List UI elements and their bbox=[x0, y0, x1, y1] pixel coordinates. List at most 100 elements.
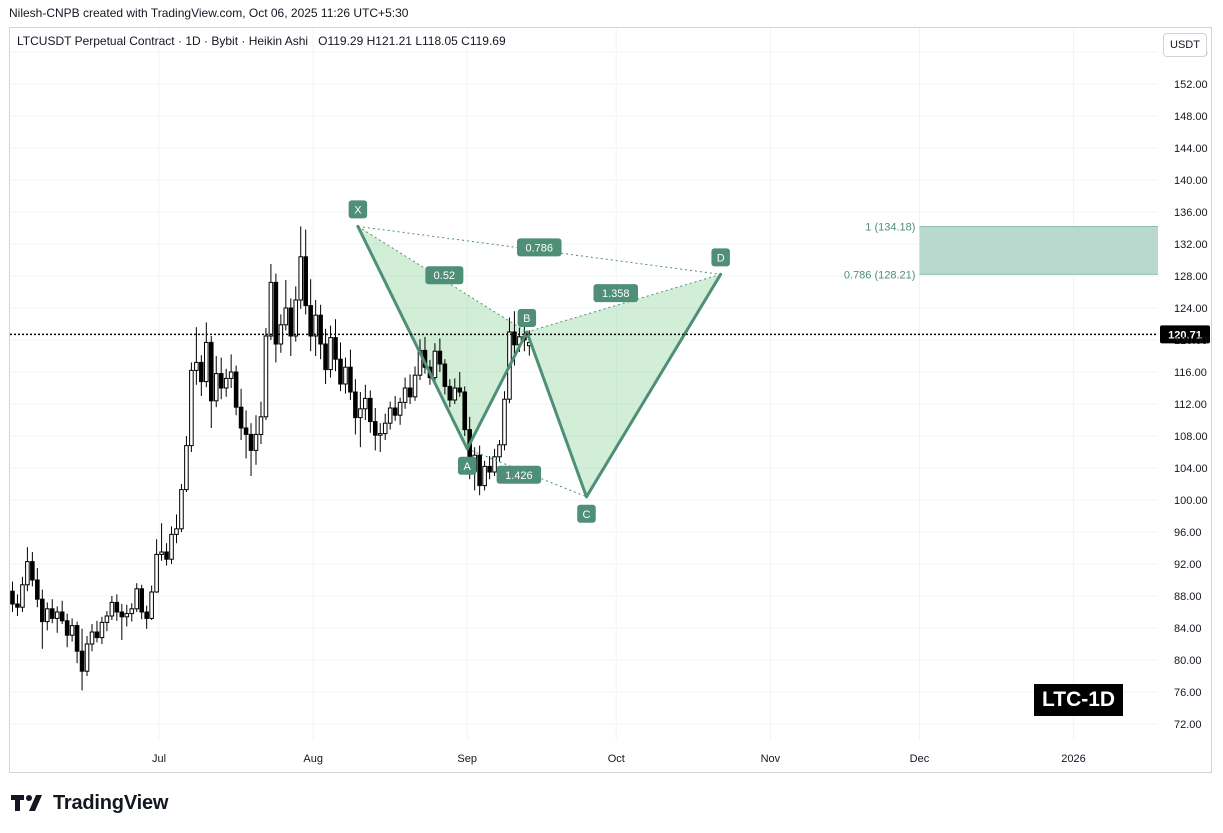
candle bbox=[94, 620, 100, 643]
currency-button[interactable]: USDT bbox=[1163, 33, 1207, 57]
candle-body-up bbox=[502, 398, 507, 446]
x-tick-label: Oct bbox=[608, 753, 625, 765]
y-tick-label: 100.00 bbox=[1174, 495, 1208, 507]
axes: 72.00 76.00 80.00 84.00 88.00 92.00 96.00 100.0… bbox=[152, 47, 1208, 765]
candle-body-down bbox=[333, 337, 338, 360]
legend-symbol: LTCUSDT Perpetual Contract bbox=[17, 34, 175, 48]
candle bbox=[298, 226, 304, 309]
candle bbox=[392, 396, 398, 421]
y-tick-label: 96.00 bbox=[1174, 527, 1202, 539]
candle bbox=[74, 621, 80, 664]
candle bbox=[283, 280, 289, 331]
candle bbox=[223, 368, 229, 397]
candle-body-down bbox=[303, 256, 308, 307]
candle-body-up bbox=[482, 465, 487, 487]
ratio-label-bd-text: 1.358 bbox=[602, 288, 630, 300]
candle-body-up bbox=[184, 445, 189, 491]
candle-body-down bbox=[79, 650, 85, 672]
candle bbox=[139, 584, 144, 620]
pattern-triangle-bcd bbox=[526, 274, 721, 497]
candle bbox=[10, 581, 15, 612]
candle bbox=[49, 599, 55, 624]
candle-body-up bbox=[69, 625, 75, 636]
candle bbox=[124, 604, 130, 627]
candle bbox=[179, 484, 184, 532]
candle-body-down bbox=[139, 588, 144, 613]
candle-body-down bbox=[248, 433, 254, 451]
pattern-point-x: X bbox=[348, 200, 368, 219]
candle bbox=[228, 354, 234, 388]
pattern-point-c: C bbox=[577, 504, 596, 523]
candle bbox=[477, 445, 482, 496]
candle-body-up bbox=[452, 387, 458, 401]
candle bbox=[333, 319, 338, 372]
candle-body-up bbox=[84, 643, 90, 672]
candle-body-down bbox=[477, 454, 482, 487]
candle bbox=[462, 386, 468, 436]
candle-body-down bbox=[437, 350, 443, 365]
candle-body-down bbox=[368, 397, 373, 423]
ratio-line-bd bbox=[526, 273, 721, 333]
candle-body-up bbox=[293, 299, 299, 337]
candle bbox=[44, 602, 50, 631]
candle-body-up bbox=[194, 361, 199, 371]
pattern-leg-cd bbox=[584, 272, 723, 499]
y-tick-label: 76.00 bbox=[1174, 687, 1202, 699]
candle-body-up bbox=[253, 433, 259, 451]
legend-close: C119.69 bbox=[461, 34, 506, 48]
candle bbox=[258, 401, 264, 444]
candle bbox=[248, 423, 254, 476]
candle-body-up bbox=[223, 377, 229, 389]
candle bbox=[303, 229, 308, 315]
candle-body-down bbox=[199, 361, 204, 383]
candle bbox=[164, 543, 169, 566]
ratio-line-xd bbox=[357, 225, 721, 275]
current-price-label: 120.71 bbox=[1168, 329, 1202, 341]
chart-credit: Nilesh-CNPB created with TradingView.com… bbox=[9, 6, 409, 20]
candle bbox=[437, 338, 443, 372]
ratio-label-xb-bg bbox=[425, 266, 464, 285]
candle bbox=[387, 401, 393, 430]
y-tick-label: 136.00 bbox=[1174, 207, 1208, 219]
candle-body-up bbox=[328, 337, 333, 371]
candle-body-up bbox=[104, 615, 110, 623]
candle-body-down bbox=[218, 373, 224, 389]
symbol-legend[interactable]: LTCUSDT Perpetual Contract · 1D · Bybit … bbox=[17, 34, 506, 48]
candle bbox=[502, 391, 507, 451]
candle bbox=[79, 628, 85, 691]
tradingview-logo-icon bbox=[11, 795, 42, 811]
candle bbox=[382, 413, 388, 440]
candle bbox=[482, 460, 487, 491]
candle bbox=[134, 583, 140, 612]
candle-body-up bbox=[397, 401, 403, 416]
candle-body-up bbox=[20, 584, 25, 608]
candle bbox=[129, 603, 135, 622]
candle-body-down bbox=[59, 611, 65, 622]
candle-body-up bbox=[89, 631, 95, 645]
candle-body-up bbox=[149, 591, 154, 619]
candle-body-down bbox=[273, 281, 279, 345]
candle-body-down bbox=[10, 590, 15, 605]
candle bbox=[492, 448, 497, 476]
candle bbox=[194, 327, 199, 385]
tradingview-logo[interactable]: TradingView bbox=[11, 791, 168, 815]
candle bbox=[432, 343, 438, 383]
candle-body-up bbox=[124, 613, 130, 618]
x-tick-label: Jul bbox=[152, 753, 166, 765]
legend-exchange: Bybit bbox=[211, 34, 239, 48]
candle bbox=[353, 379, 358, 435]
pattern-leg-bc bbox=[525, 330, 588, 499]
current-price-tag bbox=[1160, 325, 1210, 344]
pattern-fill bbox=[357, 226, 721, 497]
candle-body-up bbox=[298, 256, 304, 301]
legend-open: O119.29 bbox=[318, 34, 364, 48]
y-tick-label: 128.00 bbox=[1174, 271, 1208, 283]
candle bbox=[174, 514, 179, 544]
candle-body-up bbox=[99, 621, 105, 639]
pattern-point-b-text: B bbox=[523, 313, 530, 325]
candle bbox=[497, 440, 502, 462]
candle bbox=[84, 636, 90, 676]
candle-body-down bbox=[164, 551, 169, 560]
candle bbox=[149, 585, 154, 620]
